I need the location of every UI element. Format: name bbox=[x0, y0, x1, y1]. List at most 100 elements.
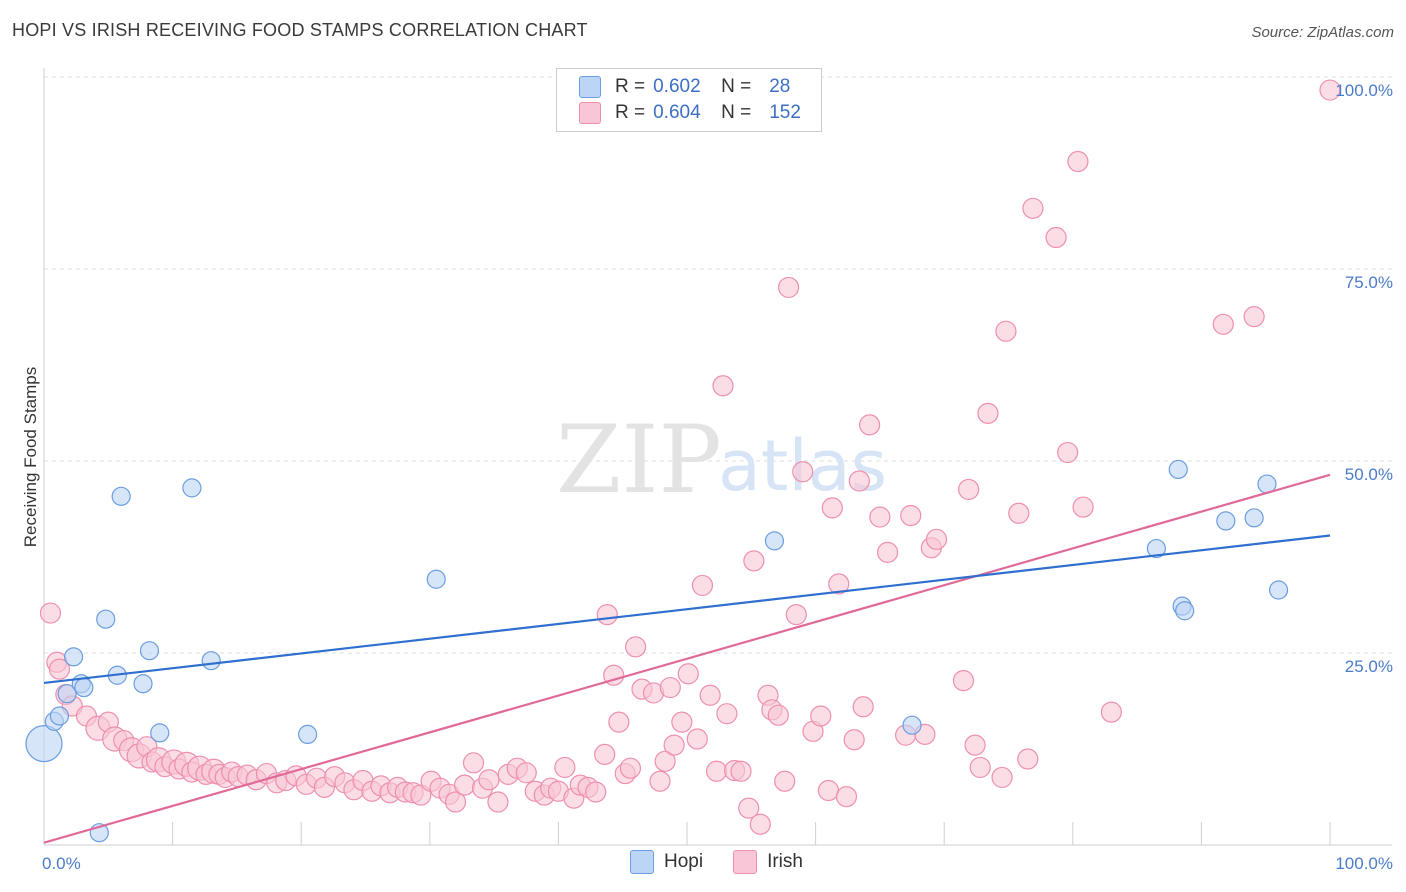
n-label: N = bbox=[721, 76, 752, 97]
irish-point bbox=[671, 711, 693, 733]
hopi-point bbox=[150, 723, 170, 743]
irish-point bbox=[712, 375, 734, 397]
irish-point bbox=[828, 573, 850, 595]
legend-label-hopi: Hopi bbox=[664, 851, 704, 872]
hopi-point bbox=[139, 641, 160, 661]
y-tick-label: 50.0% bbox=[1345, 465, 1393, 484]
irish-point bbox=[1008, 502, 1030, 524]
irish-point bbox=[1212, 313, 1234, 335]
irish-point bbox=[1057, 441, 1079, 464]
irish-point bbox=[1067, 150, 1089, 173]
hopi-point bbox=[1244, 508, 1264, 528]
irish-point bbox=[848, 470, 870, 492]
irish-point bbox=[843, 729, 865, 751]
chart-title: HOPI VS IRISH RECEIVING FOOD STAMPS CORR… bbox=[12, 20, 588, 40]
r-value: 0.604 bbox=[653, 102, 701, 123]
irish-point bbox=[554, 756, 576, 779]
hopi-trend-line bbox=[43, 534, 1331, 685]
irish-point bbox=[977, 402, 999, 424]
hopi-point bbox=[902, 715, 922, 735]
irish-point bbox=[969, 756, 991, 779]
hopi-point bbox=[1168, 459, 1188, 480]
irish-point bbox=[663, 734, 685, 756]
irish-point bbox=[624, 636, 647, 658]
irish-point bbox=[869, 506, 891, 528]
irish-point bbox=[705, 760, 728, 782]
hopi-point bbox=[1268, 580, 1289, 600]
hopi-point bbox=[1175, 601, 1195, 621]
hopi-point bbox=[63, 647, 84, 667]
irish-point bbox=[958, 478, 980, 501]
irish-point bbox=[852, 696, 874, 718]
irish-point bbox=[900, 504, 922, 527]
hopi-point bbox=[111, 486, 131, 506]
y-axis-label: Receiving Food Stamps bbox=[21, 367, 40, 547]
irish-point bbox=[859, 414, 881, 436]
x-tick-label: 0.0% bbox=[42, 854, 81, 873]
irish-point bbox=[749, 813, 771, 835]
irish-point bbox=[952, 670, 975, 692]
irish-point bbox=[1022, 197, 1044, 219]
irish-point bbox=[730, 760, 752, 782]
irish-point bbox=[677, 663, 699, 685]
legend-item-hopi[interactable]: Hopi bbox=[630, 850, 703, 874]
hopi-points bbox=[25, 459, 1289, 843]
hopi-point bbox=[201, 651, 221, 671]
irish-point bbox=[964, 734, 986, 756]
hopi-point bbox=[764, 531, 785, 551]
irish-point bbox=[659, 676, 681, 699]
irish-point bbox=[991, 766, 1013, 789]
r-value: 0.602 bbox=[653, 76, 701, 97]
hopi-point bbox=[25, 725, 63, 763]
irish-swatch bbox=[733, 850, 758, 874]
irish-points bbox=[39, 79, 1341, 835]
series-legend: Hopi Irish bbox=[630, 850, 833, 874]
grid-layer bbox=[44, 76, 1392, 654]
legend-row-irish: R = 0.604 N = 152 bbox=[579, 100, 801, 126]
irish-point bbox=[478, 769, 500, 791]
irish-trend-line bbox=[43, 473, 1331, 844]
y-tick-label: 75.0% bbox=[1345, 273, 1393, 292]
irish-point bbox=[785, 603, 807, 626]
irish-point bbox=[48, 658, 71, 680]
y-tick-label: 25.0% bbox=[1345, 657, 1393, 676]
n-value: 28 bbox=[769, 76, 791, 97]
irish-point bbox=[654, 750, 676, 772]
irish-point bbox=[767, 704, 789, 726]
irish-point bbox=[649, 770, 671, 792]
hopi-point bbox=[1216, 511, 1236, 531]
irish-point bbox=[1100, 701, 1122, 723]
irish-point bbox=[1319, 79, 1341, 101]
hopi-point bbox=[96, 609, 116, 629]
irish-point bbox=[699, 684, 721, 706]
hopi-point bbox=[57, 684, 77, 704]
irish-point bbox=[792, 461, 814, 483]
hopi-point bbox=[74, 677, 94, 698]
irish-point bbox=[774, 770, 796, 792]
irish-point bbox=[925, 528, 948, 550]
irish-point bbox=[817, 779, 840, 802]
correlation-legend: R = 0.602 N = 28 R = 0.604 N = 152 bbox=[556, 68, 822, 132]
irish-point bbox=[515, 762, 537, 784]
irish-point bbox=[777, 276, 800, 299]
irish-point bbox=[738, 797, 760, 819]
irish-point bbox=[462, 752, 485, 774]
irish-point bbox=[835, 786, 858, 808]
legend-item-irish[interactable]: Irish bbox=[733, 850, 803, 874]
hopi-point bbox=[133, 674, 153, 694]
hopi-point bbox=[182, 478, 202, 498]
watermark-zip: ZIP bbox=[556, 406, 722, 515]
tick-labels: 25.0% 50.0% 75.0% 100.0% 0.0% 100.0% bbox=[42, 81, 1393, 873]
irish-point bbox=[1243, 306, 1265, 328]
irish-point bbox=[1072, 496, 1094, 518]
irish-point bbox=[487, 791, 509, 813]
hopi-swatch bbox=[630, 850, 654, 874]
irish-point bbox=[1045, 226, 1067, 249]
n-value: 152 bbox=[769, 102, 801, 123]
r-label: R = bbox=[615, 76, 646, 97]
hopi-point bbox=[1146, 538, 1166, 559]
hopi-point bbox=[298, 724, 318, 745]
irish-point bbox=[810, 705, 832, 727]
irish-point bbox=[877, 541, 899, 563]
